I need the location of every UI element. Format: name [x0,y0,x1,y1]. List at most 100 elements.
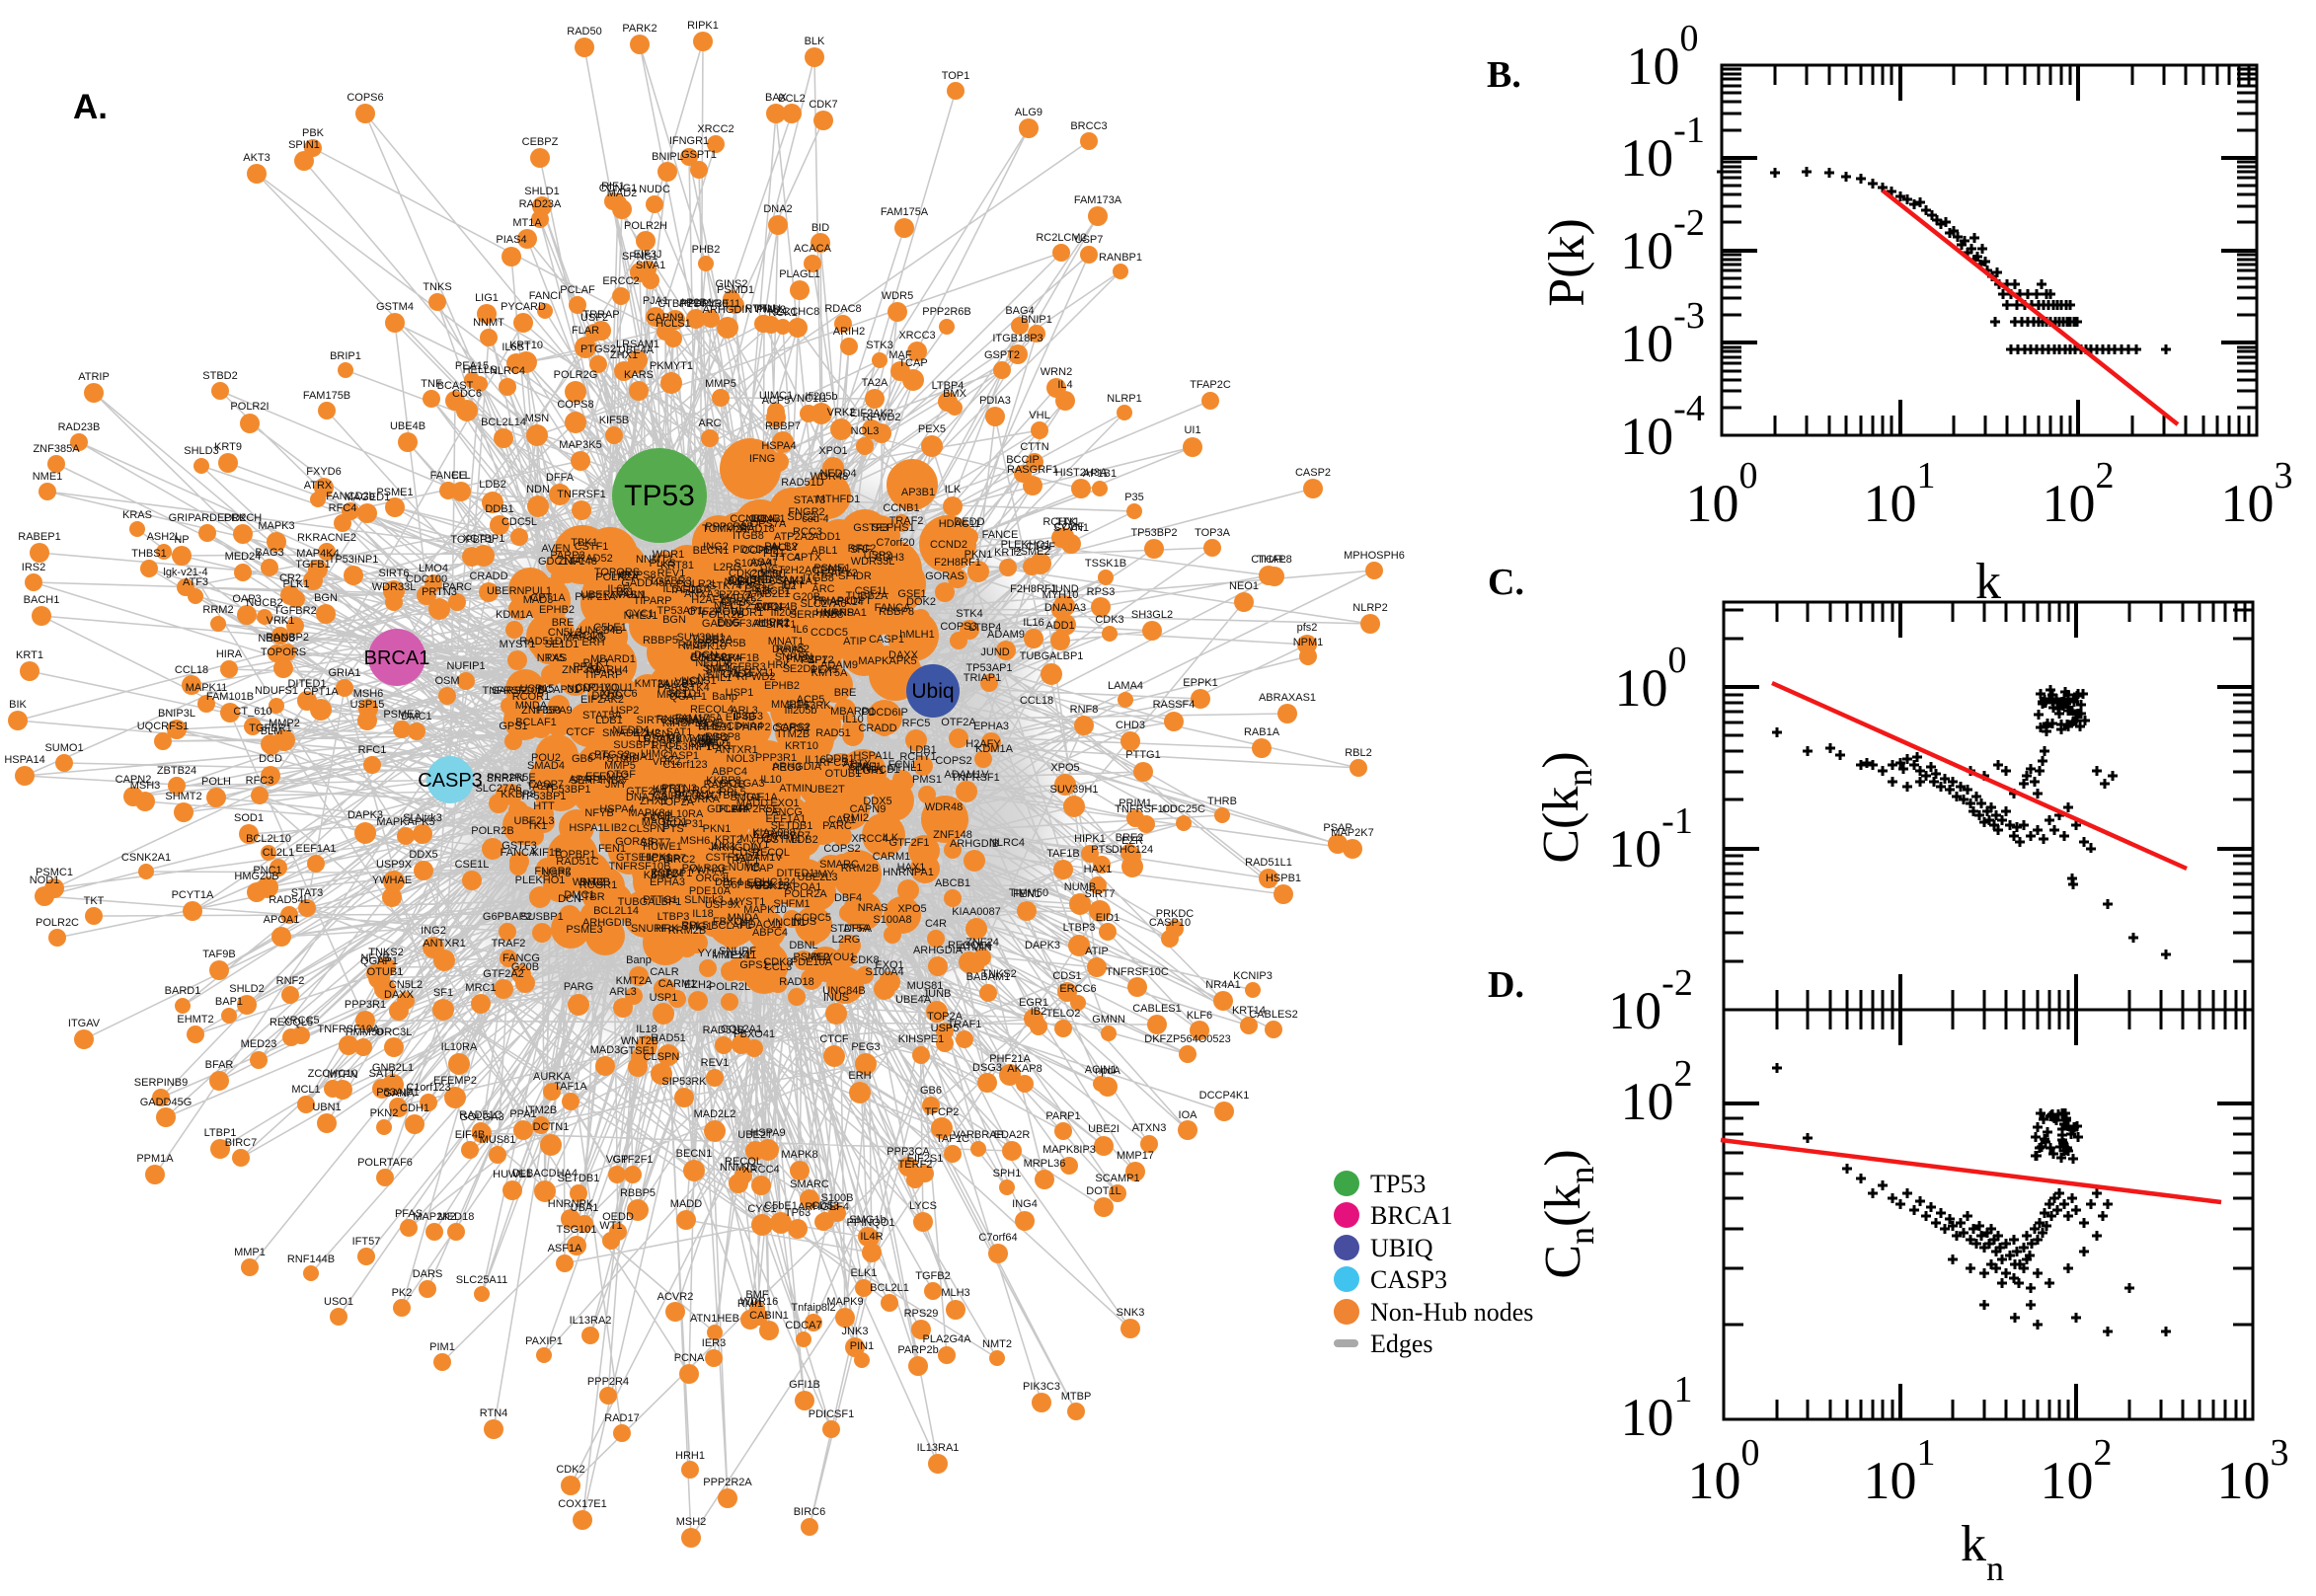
svg-text:RAD51L1: RAD51L1 [1245,857,1292,869]
svg-text:RANBP1: RANBP1 [1099,252,1142,264]
svg-text:KIAA0087: KIAA0087 [952,906,1001,918]
svg-text:BRCA1: BRCA1 [1370,1201,1453,1230]
svg-text:KRT10: KRT10 [509,340,543,351]
svg-text:TAF1B: TAF1B [669,584,702,596]
svg-text:BAG3: BAG3 [255,547,283,559]
svg-text:SUV39H1: SUV39H1 [1050,784,1099,796]
svg-text:TX5: TX5 [703,718,723,729]
svg-text:CDK8: CDK8 [850,954,879,966]
svg-text:DKFZP564O0523: DKFZP564O0523 [1144,1033,1230,1045]
svg-text:NNMT1: NNMT1 [720,1162,757,1174]
svg-text:ING2: ING2 [421,925,446,937]
svg-text:ARL3: ARL3 [609,986,637,998]
svg-text:PPP2R5E: PPP2R5E [731,803,780,815]
svg-text:PRTN3: PRTN3 [661,783,697,795]
svg-text:DCTN1: DCTN1 [674,789,711,800]
svg-text:CDS1: CDS1 [1052,970,1081,982]
svg-text:BRIP1: BRIP1 [330,350,361,362]
svg-text:TGFBR3: TGFBR3 [723,661,765,673]
svg-text:BMX: BMX [943,388,967,400]
svg-text:IL18: IL18 [692,908,713,920]
svg-text:CAPN9: CAPN9 [648,312,684,324]
svg-text:YY1: YY1 [749,839,770,851]
svg-text:THAP8: THAP8 [1257,554,1291,566]
svg-text:SIRT6: SIRT6 [379,568,410,579]
svg-text:USP9X: USP9X [705,899,741,911]
svg-text:PTHLH: PTHLH [745,303,781,315]
svg-text:GFI1B: GFI1B [789,1379,820,1391]
svg-text:DDB1: DDB1 [825,753,854,765]
svg-text:UBERNPUL1: UBERNPUL1 [580,589,646,601]
svg-text:GTF2A2: GTF2A2 [626,786,667,798]
svg-text:ITGB8: ITGB8 [733,530,764,542]
svg-text:SMG1: SMG1 [730,792,760,803]
svg-text:HNRNPA1: HNRNPA1 [815,607,867,619]
svg-text:PJA1: PJA1 [643,295,668,307]
svg-text:TUBGALBP1: TUBGALBP1 [1020,650,1084,662]
svg-text:OTUB1: OTUB1 [825,768,862,780]
svg-text:STAT3: STAT3 [794,494,826,506]
svg-text:AURKA: AURKA [682,794,721,805]
svg-text:ACLY: ACLY [771,542,800,554]
svg-text:RFC3: RFC3 [246,775,274,787]
svg-text:MAPK8: MAPK8 [628,807,664,819]
svg-text:CTTN: CTTN [1020,441,1048,453]
svg-text:GORAS: GORAS [615,836,655,848]
svg-text:F2H8RF1: F2H8RF1 [934,557,981,569]
svg-text:HIPK1: HIPK1 [641,852,672,864]
svg-text:CABLES2: CABLES2 [1249,1009,1298,1021]
svg-text:GB6: GB6 [920,1085,942,1097]
svg-text:NEDD4: NEDD4 [819,468,856,480]
svg-text:PNC1: PNC1 [737,579,766,591]
svg-text:TAF9B: TAF9B [202,949,235,960]
svg-text:TEX11: TEX11 [742,667,775,679]
svg-text:NRAS: NRAS [858,902,888,914]
svg-text:IOA: IOA [1179,1109,1198,1121]
svg-text:BCLAF1: BCLAF1 [515,717,557,728]
svg-text:PARG: PARG [564,981,593,993]
svg-text:DAXX: DAXX [384,989,415,1001]
svg-text:SHLD2: SHLD2 [229,983,264,995]
svg-text:GNB2L1: GNB2L1 [372,1062,414,1074]
svg-text:EIF2S1: EIF2S1 [907,1153,944,1165]
svg-text:SHLD1: SHLD1 [524,186,559,197]
svg-text:POLR2H: POLR2H [624,220,667,232]
svg-text:NUCB2: NUCB2 [246,597,282,609]
svg-text:RCHY1: RCHY1 [899,751,936,763]
svg-text:C1orf123: C1orf123 [406,1082,450,1094]
svg-text:ILK: ILK [945,484,962,495]
svg-text:CLSPN: CLSPN [644,1051,680,1063]
svg-text:MAPK10: MAPK10 [683,641,726,652]
svg-text:IL10RA: IL10RA [441,1041,478,1053]
svg-text:CEBPA: CEBPA [812,565,849,576]
svg-text:L2RG: L2RG [832,934,861,946]
svg-text:NCK1: NCK1 [768,307,797,319]
svg-text:UBE4B: UBE4B [390,420,425,432]
svg-text:STK74: STK74 [706,669,739,681]
svg-text:RCC3: RCC3 [793,526,822,538]
svg-text:TAF1A: TAF1A [554,1081,587,1093]
svg-text:RNF8: RNF8 [1070,704,1099,716]
svg-text:FAM101B: FAM101B [206,691,254,703]
svg-text:TGFB2: TGFB2 [915,1270,950,1282]
svg-text:MAPK8: MAPK8 [781,1149,817,1161]
svg-text:KRT2: KRT2 [715,834,742,846]
svg-text:RC2LCM2: RC2LCM2 [1036,232,1086,244]
svg-text:MYST1: MYST1 [730,896,766,908]
svg-text:AVEN: AVEN [753,601,782,613]
svg-text:MSH2: MSH2 [676,1516,707,1528]
svg-text:RASSF4: RASSF4 [1153,699,1196,711]
svg-text:LTBP4: LTBP4 [969,622,1002,634]
svg-text:NUDC: NUDC [639,184,670,195]
svg-text:PARP2b: PARP2b [897,1344,938,1356]
svg-text:SPNS1: SPNS1 [622,251,657,263]
svg-text:EGR1: EGR1 [855,765,885,777]
svg-text:YWHAE: YWHAE [372,874,412,886]
svg-text:CCND2: CCND2 [930,539,967,551]
svg-text:GTSE1: GTSE1 [620,1045,656,1057]
svg-text:INUS: INUS [823,992,849,1004]
svg-text:G20B: G20B [511,961,539,973]
svg-text:DITED1: DITED1 [287,678,326,690]
svg-text:SE1D1: SE1D1 [545,639,579,650]
svg-text:BIRC7: BIRC7 [225,1137,257,1149]
